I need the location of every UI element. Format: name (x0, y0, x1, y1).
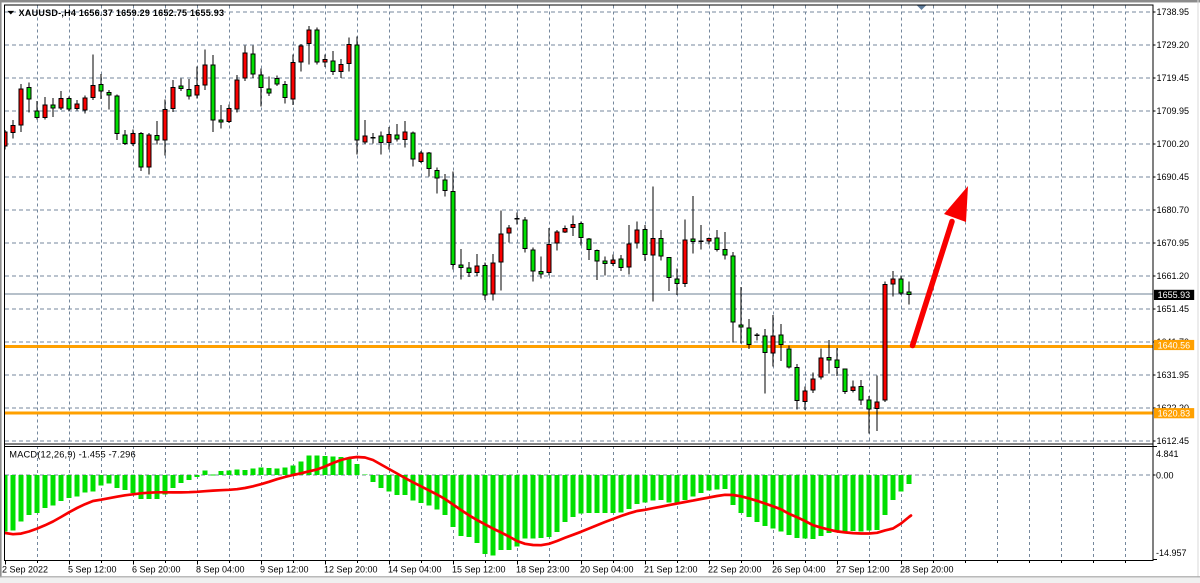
svg-text:14 Sep 04:00: 14 Sep 04:00 (388, 564, 442, 574)
svg-text:6 Sep 20:00: 6 Sep 20:00 (132, 564, 181, 574)
svg-text:22 Sep 20:00: 22 Sep 20:00 (708, 564, 762, 574)
svg-text:1612.45: 1612.45 (1157, 436, 1190, 446)
svg-text:1670.95: 1670.95 (1157, 238, 1190, 248)
svg-text:1620.83: 1620.83 (1158, 409, 1191, 419)
svg-text:1700.20: 1700.20 (1157, 139, 1190, 149)
svg-text:1640.56: 1640.56 (1158, 340, 1191, 350)
svg-text:2 Sep 2022: 2 Sep 2022 (2, 564, 48, 574)
svg-text:MACD(12,26,9) -1.455 -7.296: MACD(12,26,9) -1.455 -7.296 (9, 449, 136, 459)
svg-text:12 Sep 20:00: 12 Sep 20:00 (324, 564, 378, 574)
svg-text:8 Sep 04:00: 8 Sep 04:00 (196, 564, 245, 574)
svg-text:1729.20: 1729.20 (1157, 40, 1190, 50)
svg-text:9 Sep 12:00: 9 Sep 12:00 (260, 564, 309, 574)
svg-text:15 Sep 12:00: 15 Sep 12:00 (452, 564, 506, 574)
svg-text:27 Sep 12:00: 27 Sep 12:00 (836, 564, 890, 574)
svg-text:1690.45: 1690.45 (1157, 172, 1190, 182)
svg-text:1680.70: 1680.70 (1157, 205, 1190, 215)
svg-text:1631.95: 1631.95 (1157, 370, 1190, 380)
svg-text:28 Sep 20:00: 28 Sep 20:00 (900, 564, 954, 574)
svg-text:0.00: 0.00 (1156, 470, 1174, 480)
svg-text:21 Sep 12:00: 21 Sep 12:00 (644, 564, 698, 574)
svg-text:1719.45: 1719.45 (1157, 73, 1190, 83)
svg-text:-14.957: -14.957 (1156, 548, 1187, 558)
svg-text:1655.93: 1655.93 (1158, 290, 1191, 300)
svg-text:XAUUSD-,H4 1656.37 1659.29 165: XAUUSD-,H4 1656.37 1659.29 1652.75 1655.… (19, 8, 225, 18)
svg-text:1651.45: 1651.45 (1157, 304, 1190, 314)
svg-text:1709.95: 1709.95 (1157, 106, 1190, 116)
svg-text:18 Sep 23:00: 18 Sep 23:00 (516, 564, 570, 574)
svg-text:1738.95: 1738.95 (1157, 7, 1190, 17)
svg-text:4.841: 4.841 (1156, 449, 1179, 459)
svg-text:20 Sep 04:00: 20 Sep 04:00 (580, 564, 634, 574)
svg-text:26 Sep 04:00: 26 Sep 04:00 (772, 564, 826, 574)
svg-text:5 Sep 12:00: 5 Sep 12:00 (68, 564, 117, 574)
svg-text:1661.20: 1661.20 (1157, 271, 1190, 281)
